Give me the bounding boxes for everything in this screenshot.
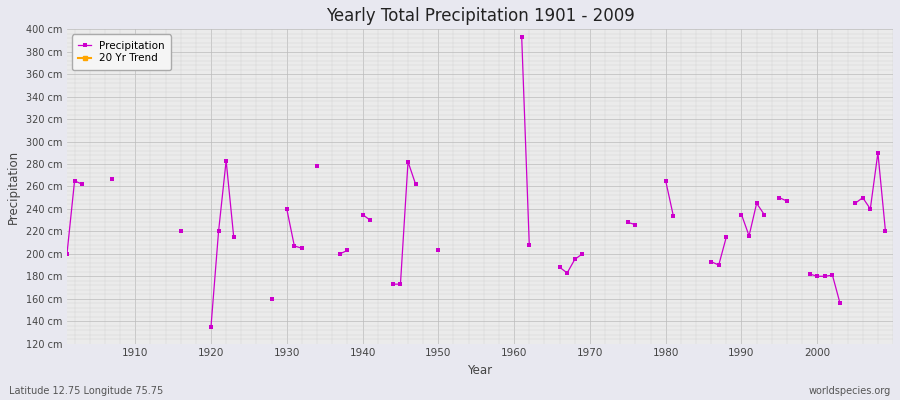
Title: Yearly Total Precipitation 1901 - 2009: Yearly Total Precipitation 1901 - 2009 [326,7,634,25]
X-axis label: Year: Year [467,364,492,377]
Line: Precipitation: Precipitation [65,35,887,329]
Text: Latitude 12.75 Longitude 75.75: Latitude 12.75 Longitude 75.75 [9,386,163,396]
Precipitation [880,229,891,234]
Text: worldspecies.org: worldspecies.org [809,386,891,396]
Precipitation [342,248,353,253]
Precipitation [61,252,72,256]
Legend: Precipitation, 20 Yr Trend: Precipitation, 20 Yr Trend [72,34,171,70]
Precipitation [296,246,307,251]
Y-axis label: Precipitation: Precipitation [7,149,20,224]
Precipitation [517,35,527,40]
